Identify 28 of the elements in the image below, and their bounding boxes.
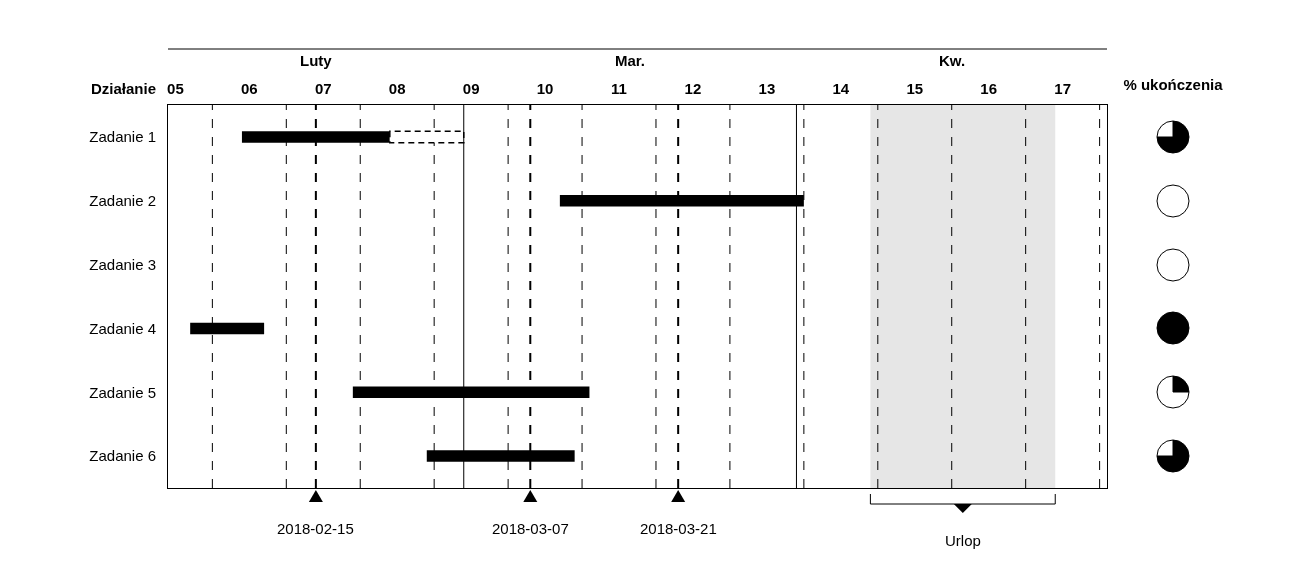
- x-tick-label: 11: [611, 80, 627, 97]
- x-tick-label: 12: [684, 80, 702, 97]
- x-tick-label: 14: [832, 80, 850, 97]
- text: Mar.: [615, 52, 646, 69]
- x-tick-label: 17: [1054, 80, 1071, 97]
- y-tick-label: Zadanie 1: [89, 128, 156, 146]
- y-axis-title: Działanie: [91, 80, 157, 97]
- text: Luty: [300, 52, 333, 69]
- text: 2018-02-15: [277, 520, 354, 537]
- y-tick-label: Zadanie 2: [89, 192, 156, 209]
- text: Kw.: [939, 52, 966, 69]
- y-tick-label: Zadanie 4: [89, 319, 156, 337]
- x-tick-label: 08: [388, 80, 406, 97]
- text: 2018-03-07: [492, 520, 569, 537]
- x-tick-label: 09: [462, 80, 480, 97]
- x-tick-label: 13: [758, 80, 776, 97]
- x-tick-label: 07: [314, 80, 332, 97]
- y-tick-label: Zadanie 5: [89, 383, 156, 401]
- y-tick-label: Zadanie 6: [89, 447, 156, 465]
- x-tick-label: 15: [906, 80, 924, 97]
- text: 2018-03-21: [640, 520, 717, 537]
- band-label: Urlop: [945, 532, 981, 549]
- x-tick-label: 16: [980, 80, 998, 97]
- x-tick-label: 05: [167, 80, 184, 97]
- chart-title: % ukończenia: [1122, 75, 1224, 95]
- x-tick-label: 10: [536, 80, 554, 97]
- x-tick-label: 06: [240, 80, 258, 97]
- y-tick-label: Zadanie 3: [89, 255, 156, 273]
